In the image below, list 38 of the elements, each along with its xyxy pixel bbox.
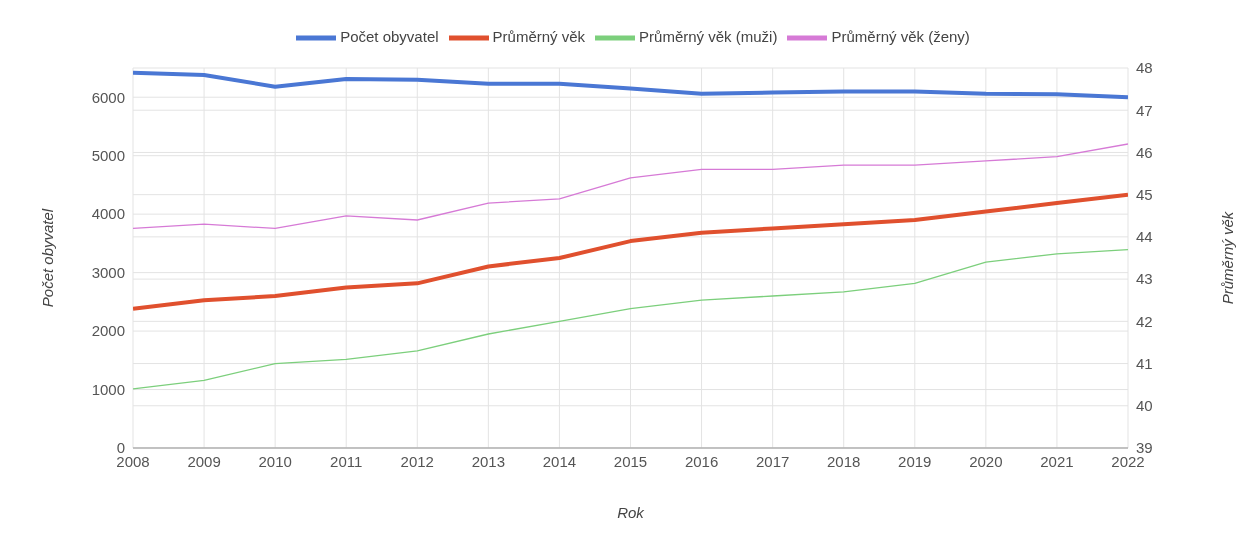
x-tick-label: 2011 bbox=[330, 452, 363, 470]
x-tick-label: 2010 bbox=[258, 452, 292, 470]
x-tick-label: 2019 bbox=[898, 452, 932, 470]
y-tick-label: 6000 bbox=[91, 88, 125, 106]
x-tick-label: 2014 bbox=[542, 452, 577, 470]
y2-tick-label: 47 bbox=[1136, 101, 1153, 119]
legend-label: Počet obyvatel bbox=[340, 27, 439, 45]
y-axis-title: Počet obyvatel bbox=[39, 208, 57, 308]
y-tick-label: 3000 bbox=[91, 263, 125, 281]
y2-tick-label: 46 bbox=[1136, 143, 1153, 161]
y-tick-label: 5000 bbox=[91, 147, 125, 165]
legend-label: Průměrný věk bbox=[492, 27, 586, 45]
x-tick-label: 2016 bbox=[684, 452, 719, 470]
y2-tick-label: 43 bbox=[1136, 270, 1153, 288]
y2-tick-label: 48 bbox=[1136, 59, 1153, 77]
x-axis-title: Rok bbox=[617, 504, 646, 521]
y2-tick-label: 41 bbox=[1136, 354, 1153, 372]
y2-tick-label: 40 bbox=[1136, 397, 1153, 415]
y2-tick-label: 42 bbox=[1136, 312, 1153, 330]
x-tick-label: 2020 bbox=[969, 452, 1003, 470]
line-series bbox=[133, 248, 1128, 390]
x-tick-label: 2009 bbox=[187, 452, 221, 470]
x-tick-label: 2012 bbox=[400, 452, 434, 470]
legend-label: Průměrný věk (muži) bbox=[639, 27, 778, 45]
x-tick-label: 2015 bbox=[613, 452, 648, 470]
x-tick-label: 2018 bbox=[827, 452, 861, 470]
y2-tick-label: 45 bbox=[1136, 185, 1153, 203]
y-tick-label: 2000 bbox=[91, 322, 125, 340]
line-series bbox=[133, 192, 1128, 311]
x-tick-label: 2013 bbox=[471, 452, 506, 470]
x-tick-label: 2017 bbox=[755, 452, 790, 470]
line-series bbox=[133, 143, 1128, 230]
y-tick-label: 1000 bbox=[91, 380, 125, 398]
y-tick-label: 4000 bbox=[91, 205, 125, 223]
y2-axis-title: Průměrný věk bbox=[1219, 210, 1237, 305]
x-tick-label: 2021 bbox=[1040, 452, 1074, 470]
legend-label: Průměrný věk (ženy) bbox=[831, 27, 970, 45]
y2-tick-label: 44 bbox=[1136, 228, 1153, 246]
